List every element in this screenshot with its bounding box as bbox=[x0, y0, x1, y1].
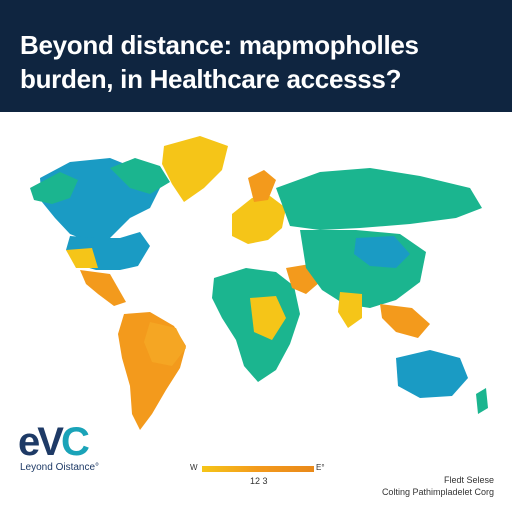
color-legend: W E° 12 3 bbox=[190, 462, 330, 492]
region-new-zealand bbox=[476, 388, 488, 414]
logo-subtitle: Leyond Oistance° bbox=[20, 462, 100, 473]
region-southeast-asia bbox=[380, 304, 430, 338]
region-china bbox=[354, 236, 410, 268]
world-map bbox=[30, 136, 488, 430]
logo-mark-part-1: eV bbox=[18, 420, 64, 464]
region-scandinavia bbox=[248, 170, 276, 202]
source-line-1: Fledt Selese bbox=[443, 475, 494, 485]
region-south-asia bbox=[338, 292, 362, 328]
region-brazil bbox=[144, 322, 186, 366]
title-line-1: Beyond distance: mapmopholles bbox=[20, 30, 419, 60]
region-usa-west bbox=[66, 248, 98, 268]
logo-mark-part-2: C bbox=[60, 420, 90, 464]
region-mexico bbox=[80, 270, 126, 306]
header-banner: Beyond distance: mapmopholles burden, in… bbox=[0, 0, 512, 112]
legend-min-label: W bbox=[190, 463, 198, 472]
title-line-2: burden, in Healthcare accesss? bbox=[20, 64, 402, 94]
region-europe bbox=[232, 196, 286, 244]
legend-center-label: 12 3 bbox=[250, 476, 268, 486]
region-russia bbox=[276, 168, 482, 230]
source-credit: Fledt Selese Colting Pathimpladelet Corg bbox=[382, 474, 494, 498]
region-alaska bbox=[30, 172, 78, 204]
logo-mark: eVC bbox=[18, 420, 90, 464]
region-africa-central bbox=[250, 296, 286, 340]
source-line-2: Colting Pathimpladelet Corg bbox=[381, 487, 494, 497]
region-australia bbox=[396, 350, 468, 398]
logo: eVC Leyond Oistance° bbox=[18, 420, 128, 480]
page-title: Beyond distance: mapmopholles burden, in… bbox=[20, 28, 500, 96]
region-greenland bbox=[162, 136, 228, 202]
legend-gradient-bar bbox=[202, 466, 314, 472]
region-canada-east bbox=[110, 158, 170, 194]
legend-max-label: E° bbox=[316, 463, 325, 472]
